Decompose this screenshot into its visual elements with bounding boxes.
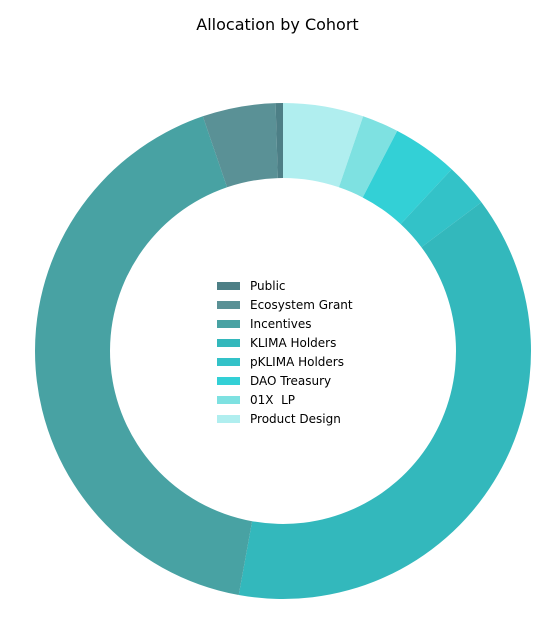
donut-slice-dao-treasury	[362, 130, 452, 225]
donut-slice-ecosystem-grant	[202, 103, 278, 188]
chart-title: Allocation by Cohort	[196, 15, 359, 34]
donut-slice-incentives	[35, 116, 253, 596]
legend-item: pKLIMA Holders	[217, 353, 353, 372]
legend-label: 01X LP	[250, 392, 296, 407]
donut-slice-klima-holders	[238, 202, 531, 599]
legend-label: DAO Treasury	[250, 373, 332, 388]
legend-swatch	[217, 282, 240, 291]
legend-label: Ecosystem Grant	[250, 298, 353, 313]
legend-item: DAO Treasury	[217, 371, 353, 390]
legend-label: KLIMA Holders	[250, 336, 337, 351]
legend-label: Product Design	[250, 411, 341, 426]
legend-swatch	[217, 320, 240, 329]
legend-label: Incentives	[250, 317, 312, 332]
legend-item: 01X LP	[217, 390, 353, 409]
legend-swatch	[217, 301, 240, 310]
legend-swatch	[217, 358, 240, 366]
legend-swatch	[217, 339, 240, 348]
legend-label: Public	[250, 279, 286, 294]
donut-slice-product-design	[283, 103, 364, 188]
legend-swatch	[217, 414, 240, 423]
chart-legend: Public Ecosystem Grant Incentives KLIMA Hol…	[217, 277, 353, 428]
legend-swatch	[217, 395, 240, 404]
legend-item: Incentives	[217, 315, 353, 334]
legend-item: Public	[217, 277, 353, 296]
donut-slice-01x-lp	[338, 116, 398, 198]
legend-label: pKLIMA Holders	[250, 355, 344, 369]
donut-slice-public	[275, 103, 283, 179]
legend-swatch	[217, 376, 240, 385]
legend-item: KLIMA Holders	[217, 334, 353, 353]
legend-item: Ecosystem Grant	[217, 296, 353, 315]
legend-item: Product Design	[217, 409, 353, 428]
donut-slice-pklima-holders	[400, 169, 482, 248]
